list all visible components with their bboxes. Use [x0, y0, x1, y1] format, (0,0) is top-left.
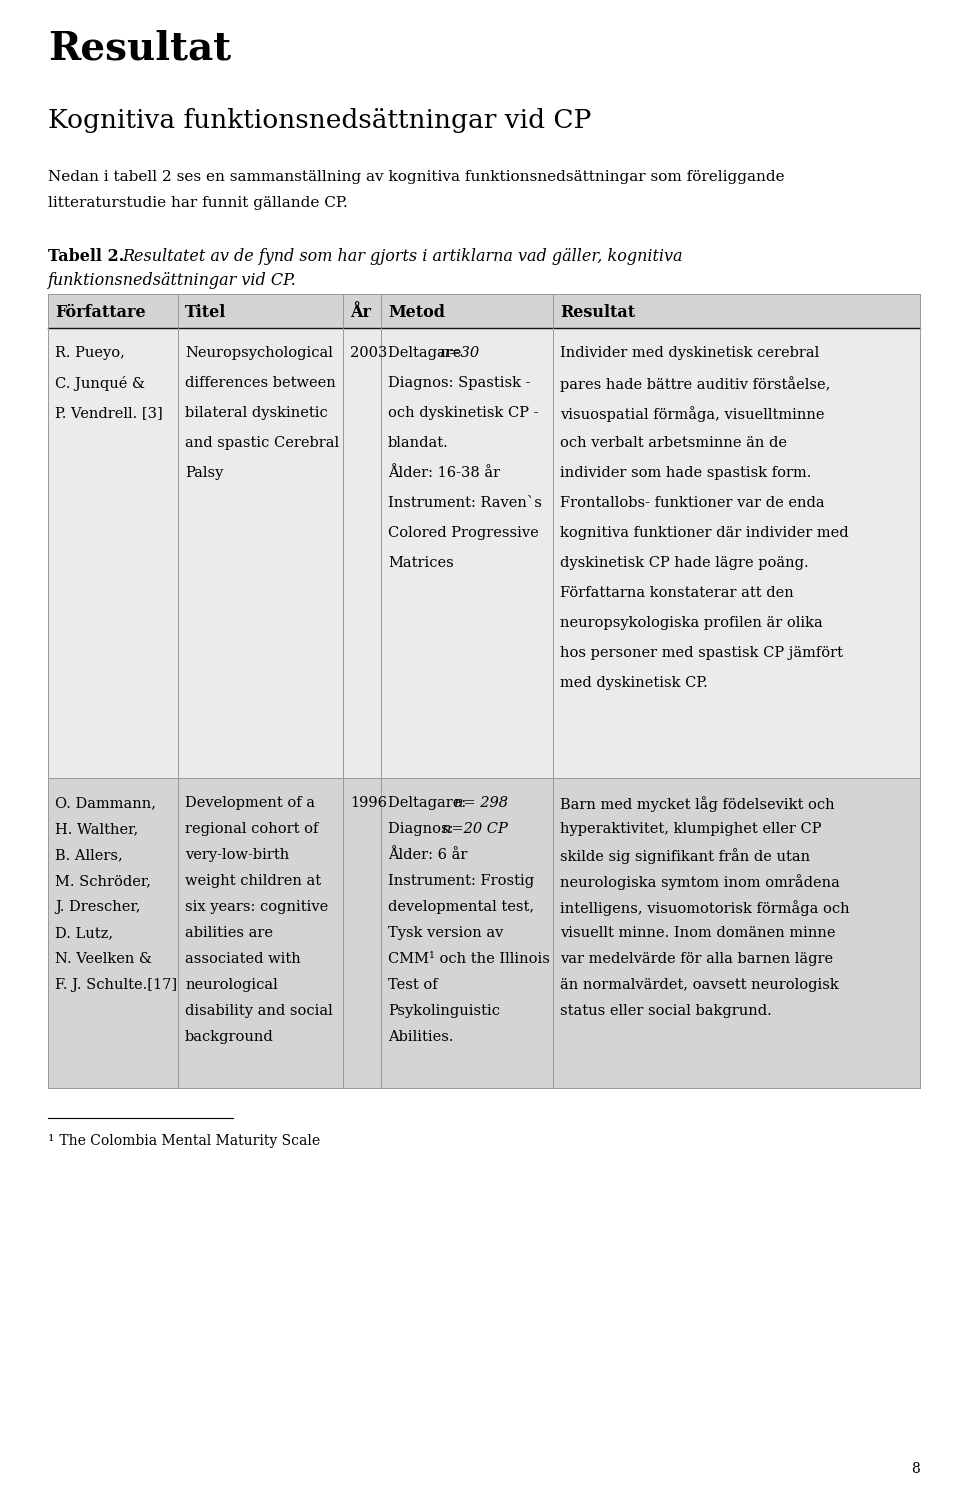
Text: abilities are: abilities are — [185, 926, 273, 940]
Text: och dyskinetisk CP -: och dyskinetisk CP - — [388, 406, 539, 420]
Text: background: background — [185, 1030, 274, 1044]
Text: Development of a: Development of a — [185, 797, 315, 810]
Text: intelligens, visuomotorisk förmåga och: intelligens, visuomotorisk förmåga och — [560, 899, 850, 916]
Text: Psykolinguistic: Psykolinguistic — [388, 1004, 500, 1018]
Text: 2003: 2003 — [350, 345, 388, 360]
Text: CMM¹ och the Illinois: CMM¹ och the Illinois — [388, 951, 550, 966]
Text: n=20 CP: n=20 CP — [442, 822, 508, 835]
Text: J. Drescher,: J. Drescher, — [55, 899, 140, 914]
Text: H. Walther,: H. Walther, — [55, 822, 138, 835]
Text: disability and social: disability and social — [185, 1004, 333, 1018]
Text: regional cohort of: regional cohort of — [185, 822, 319, 835]
Text: År: År — [350, 304, 371, 322]
Text: hos personer med spastisk CP jämfört: hos personer med spastisk CP jämfört — [560, 646, 843, 660]
Bar — [48, 777, 920, 1088]
Text: Barn med mycket låg födelsevikt och: Barn med mycket låg födelsevikt och — [560, 797, 834, 812]
Text: blandat.: blandat. — [388, 436, 448, 450]
Text: Diagnos: Spastisk -: Diagnos: Spastisk - — [388, 377, 531, 390]
Text: dyskinetisk CP hade lägre poäng.: dyskinetisk CP hade lägre poäng. — [560, 555, 808, 570]
Text: än normalvärdet, oavsett neurologisk: än normalvärdet, oavsett neurologisk — [560, 978, 839, 992]
Text: var medelvärde för alla barnen lägre: var medelvärde för alla barnen lägre — [560, 951, 833, 966]
Text: very-low-birth: very-low-birth — [185, 849, 289, 862]
Text: hyperaktivitet, klumpighet eller CP: hyperaktivitet, klumpighet eller CP — [560, 822, 822, 835]
Text: Kognitiva funktionsnedsättningar vid CP: Kognitiva funktionsnedsättningar vid CP — [48, 109, 591, 133]
Text: and spastic Cerebral: and spastic Cerebral — [185, 436, 339, 450]
Text: neurological: neurological — [185, 978, 277, 992]
Text: six years: cognitive: six years: cognitive — [185, 899, 328, 914]
Text: Resultat: Resultat — [48, 30, 231, 68]
Text: Frontallobs- funktioner var de enda: Frontallobs- funktioner var de enda — [560, 496, 825, 511]
Text: 8: 8 — [911, 1462, 920, 1476]
Text: Deltagare: Deltagare — [388, 345, 466, 360]
Text: The Colombia Mental Maturity Scale: The Colombia Mental Maturity Scale — [55, 1135, 320, 1148]
Text: bilateral dyskinetic: bilateral dyskinetic — [185, 406, 327, 420]
Text: Palsy: Palsy — [185, 466, 224, 479]
Text: neuropsykologiska profilen är olika: neuropsykologiska profilen är olika — [560, 616, 823, 630]
Text: Instrument: Raven`s: Instrument: Raven`s — [388, 496, 541, 511]
Text: Individer med dyskinetisk cerebral: Individer med dyskinetisk cerebral — [560, 345, 819, 360]
Text: Matrices: Matrices — [388, 555, 454, 570]
Text: Resultatet av de fynd som har gjorts i artiklarna vad gäller, kognitiva: Resultatet av de fynd som har gjorts i a… — [122, 249, 683, 265]
Text: skilde sig signifikant från de utan: skilde sig signifikant från de utan — [560, 849, 810, 864]
Text: pares hade bättre auditiv förståelse,: pares hade bättre auditiv förståelse, — [560, 377, 830, 392]
Text: Ålder: 6 år: Ålder: 6 år — [388, 849, 468, 862]
Text: n=30: n=30 — [440, 345, 480, 360]
Text: developmental test,: developmental test, — [388, 899, 534, 914]
Text: Diagnos:: Diagnos: — [388, 822, 458, 835]
Text: Test of: Test of — [388, 978, 438, 992]
Text: weight children at: weight children at — [185, 874, 322, 887]
Text: status eller social bakgrund.: status eller social bakgrund. — [560, 1004, 772, 1018]
Text: Instrument: Frostig: Instrument: Frostig — [388, 874, 534, 887]
Text: C. Junqué &: C. Junqué & — [55, 377, 145, 392]
Text: F. J. Schulte.[17]: F. J. Schulte.[17] — [55, 978, 178, 992]
Text: Metod: Metod — [388, 304, 445, 322]
Text: neurologiska symtom inom områdena: neurologiska symtom inom områdena — [560, 874, 840, 890]
Text: visuellt minne. Inom domänen minne: visuellt minne. Inom domänen minne — [560, 926, 835, 940]
Text: Abilities.: Abilities. — [388, 1030, 453, 1044]
Text: individer som hade spastisk form.: individer som hade spastisk form. — [560, 466, 811, 479]
Text: O. Dammann,: O. Dammann, — [55, 797, 156, 810]
Text: kognitiva funktioner där individer med: kognitiva funktioner där individer med — [560, 526, 849, 541]
Text: Ålder: 16-38 år: Ålder: 16-38 år — [388, 466, 500, 479]
Text: B. Allers,: B. Allers, — [55, 849, 123, 862]
Text: 1996: 1996 — [350, 797, 387, 810]
Text: Deltagare:: Deltagare: — [388, 797, 470, 810]
Text: Nedan i tabell 2 ses en sammanställning av kognitiva funktionsnedsättningar som : Nedan i tabell 2 ses en sammanställning … — [48, 170, 784, 185]
Text: litteraturstudie har funnit gällande CP.: litteraturstudie har funnit gällande CP. — [48, 197, 348, 210]
Text: Författarna konstaterar att den: Författarna konstaterar att den — [560, 587, 794, 600]
Text: Neuropsychological: Neuropsychological — [185, 345, 333, 360]
Text: D. Lutz,: D. Lutz, — [55, 926, 113, 940]
Text: med dyskinetisk CP.: med dyskinetisk CP. — [560, 676, 708, 689]
Text: visuospatial förmåga, visuelltminne: visuospatial förmåga, visuelltminne — [560, 406, 825, 421]
Text: M. Schröder,: M. Schröder, — [55, 874, 151, 887]
Text: associated with: associated with — [185, 951, 300, 966]
Bar — [48, 328, 920, 777]
Text: funktionsnedsättningar vid CP.: funktionsnedsättningar vid CP. — [48, 272, 297, 289]
Bar — [48, 293, 920, 328]
Text: Tabell 2.: Tabell 2. — [48, 249, 124, 265]
Text: P. Vendrell. [3]: P. Vendrell. [3] — [55, 406, 163, 420]
Text: Titel: Titel — [185, 304, 227, 322]
Text: 1: 1 — [48, 1135, 55, 1144]
Text: R. Pueyo,: R. Pueyo, — [55, 345, 125, 360]
Text: och verbalt arbetsminne än de: och verbalt arbetsminne än de — [560, 436, 787, 450]
Text: n= 298: n= 298 — [454, 797, 508, 810]
Text: Författare: Författare — [55, 304, 146, 322]
Text: Tysk version av: Tysk version av — [388, 926, 503, 940]
Text: N. Veelken &: N. Veelken & — [55, 951, 152, 966]
Text: differences between: differences between — [185, 377, 336, 390]
Text: Colored Progressive: Colored Progressive — [388, 526, 539, 541]
Text: Resultat: Resultat — [560, 304, 636, 322]
